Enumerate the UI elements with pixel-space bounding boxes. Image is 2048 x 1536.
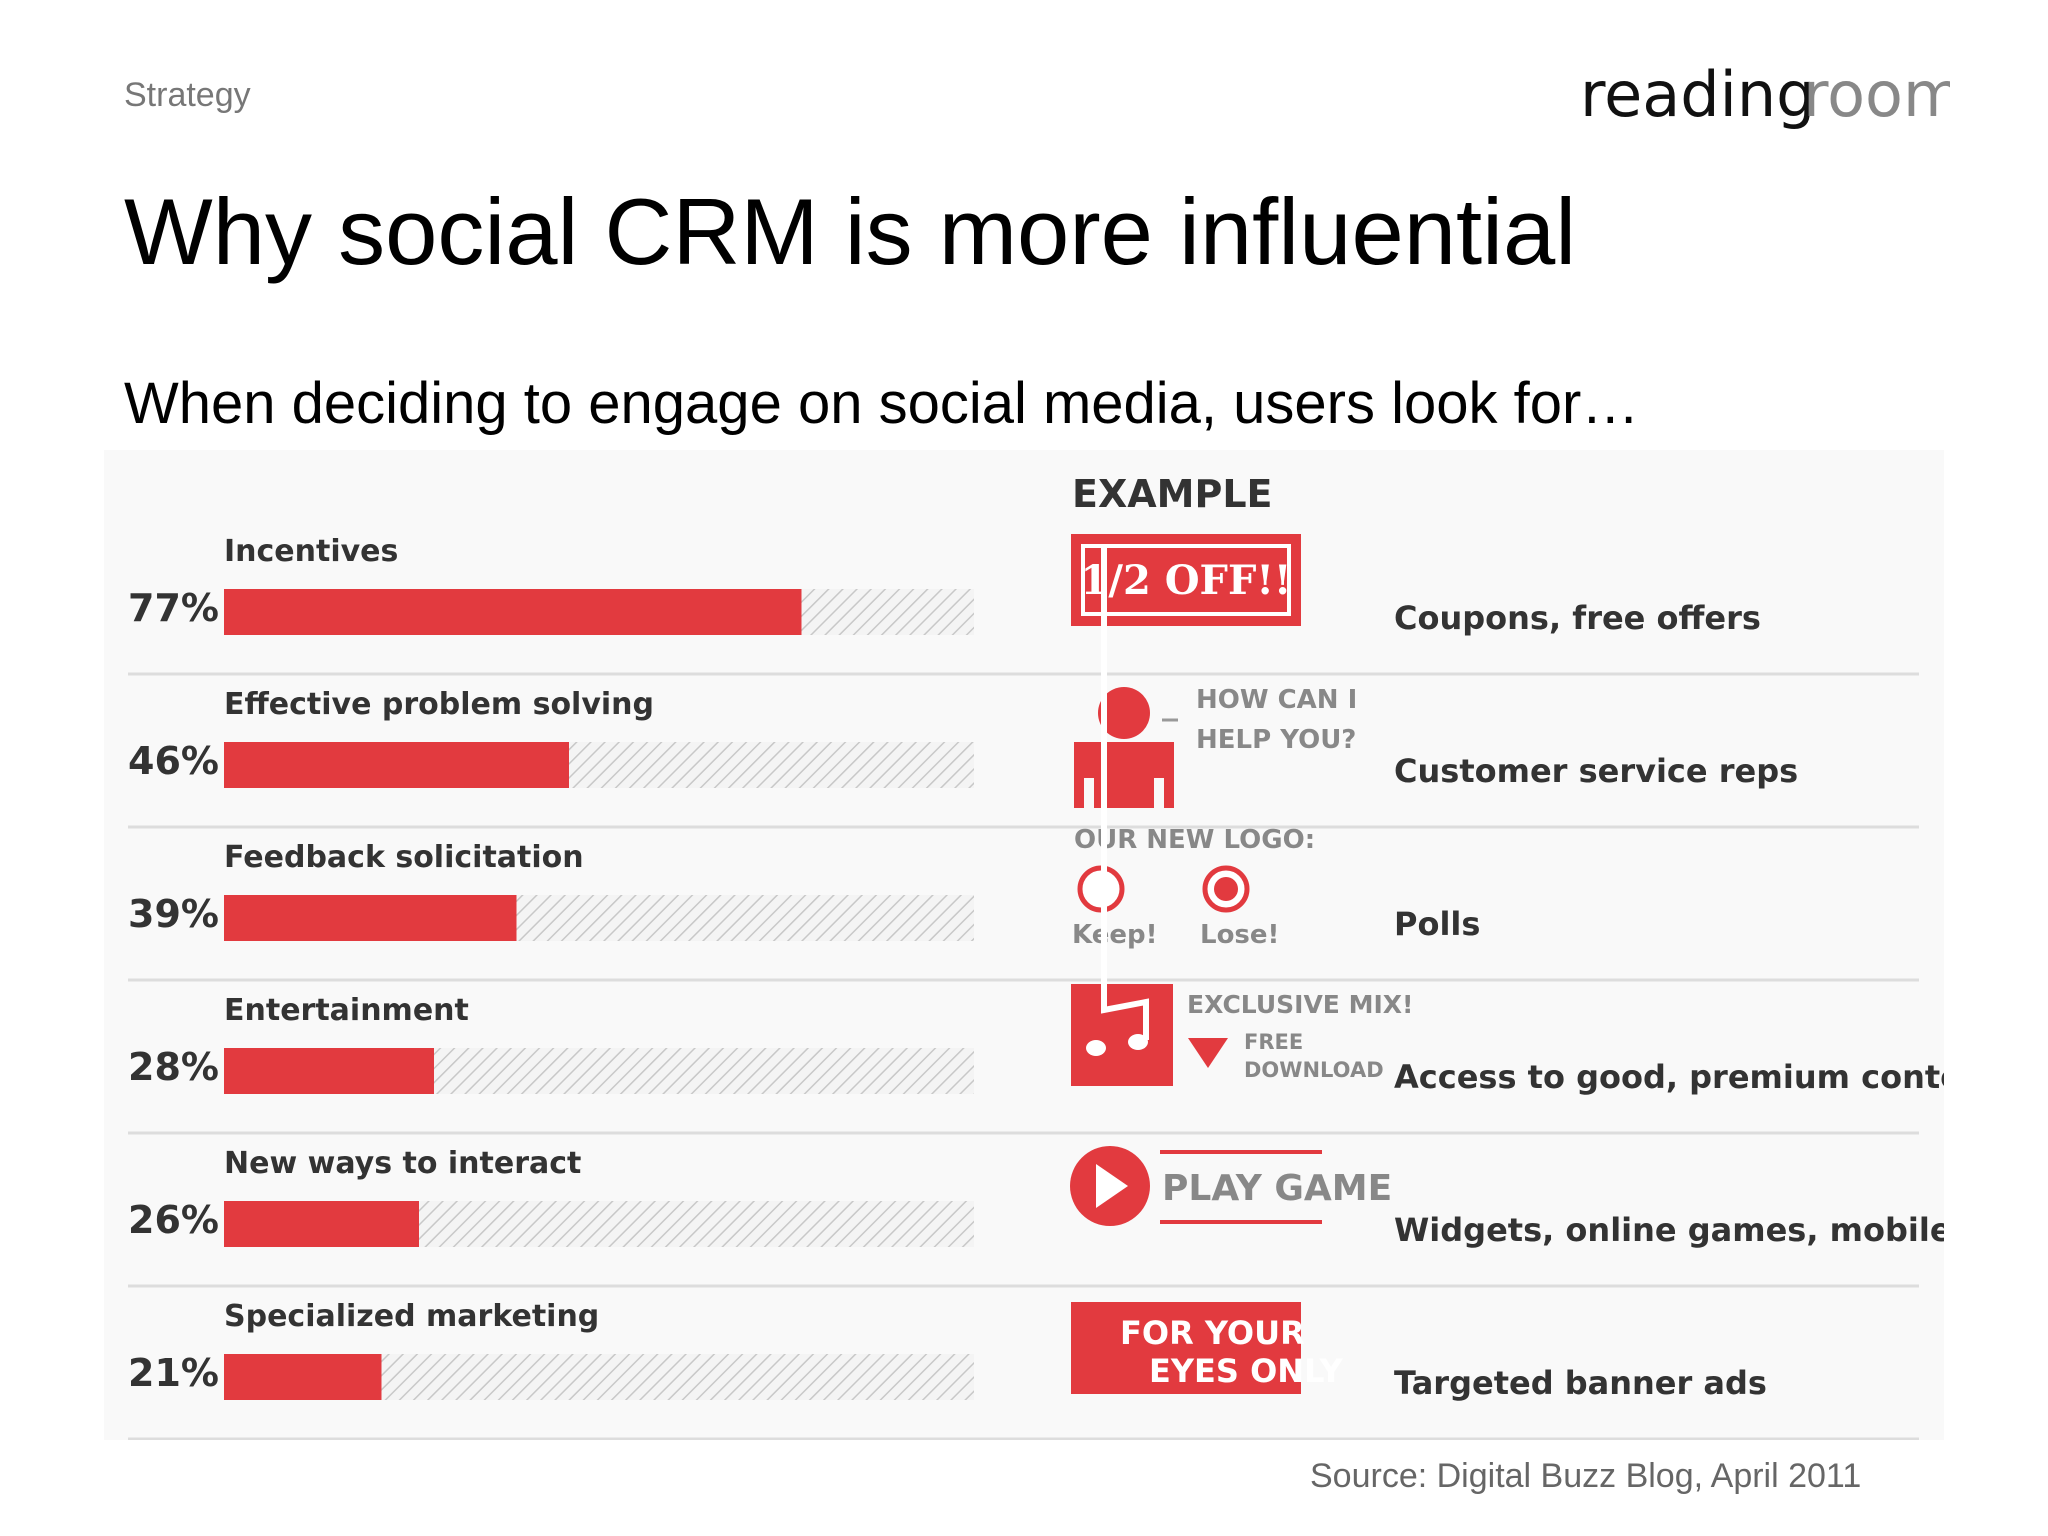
bar xyxy=(224,742,569,788)
logo-text-room: room xyxy=(1803,58,1950,131)
person-arm-gap xyxy=(1154,778,1164,808)
banner-text: EYES ONLY xyxy=(1149,1352,1343,1390)
music-caption: FREE xyxy=(1244,1030,1303,1054)
person-arm-gap xyxy=(1084,778,1094,808)
bar-category-label: New ways to interact xyxy=(224,1146,581,1181)
bar xyxy=(224,895,517,941)
music-caption: DOWNLOAD xyxy=(1244,1058,1384,1082)
poll-option-label: Lose! xyxy=(1200,920,1279,950)
poll-option-label: Keep! xyxy=(1072,920,1157,950)
coupon-tag-icon xyxy=(1071,534,1301,626)
banner-text: FOR YOUR xyxy=(1120,1314,1305,1352)
poll-heading: OUR NEW LOGO: xyxy=(1074,825,1315,855)
music-note-stem xyxy=(1101,548,1149,1040)
music-note-icon xyxy=(1071,984,1173,1086)
bar-category-label: Entertainment xyxy=(224,993,469,1028)
example-description: Customer service reps xyxy=(1394,752,1798,790)
example-description: Widgets, online games, mobile apps xyxy=(1394,1211,1944,1249)
coupon-border xyxy=(1081,544,1291,616)
example-description: Coupons, free offers xyxy=(1394,599,1761,637)
bar-value-label: 77% xyxy=(128,586,219,630)
bar-value-label: 28% xyxy=(128,1045,219,1089)
person-icon xyxy=(1098,687,1150,739)
bar-category-label: Incentives xyxy=(224,534,398,569)
example-description: Polls xyxy=(1394,905,1480,943)
bar xyxy=(224,589,802,635)
bar xyxy=(224,1048,434,1094)
bar-value-label: 39% xyxy=(128,892,219,936)
bar-category-label: Specialized marketing xyxy=(224,1299,599,1334)
logo-text-reading: reading xyxy=(1580,58,1816,131)
play-game-label: PLAY GAME xyxy=(1162,1168,1392,1209)
play-triangle xyxy=(1096,1164,1128,1208)
speech-text: HELP YOU? xyxy=(1196,725,1356,755)
bar-category-label: Effective problem solving xyxy=(224,687,654,722)
bar xyxy=(224,1354,382,1400)
page-subtitle: When deciding to engage on social media,… xyxy=(124,371,1640,436)
poll-radio-dot xyxy=(1214,877,1238,901)
bar-value-label: 21% xyxy=(128,1351,219,1395)
page-title: Why social CRM is more influential xyxy=(124,179,1577,284)
coupon-text: 1/2 OFF!! xyxy=(1081,557,1292,604)
download-arrow-icon xyxy=(1188,1038,1228,1068)
source-note: Source: Digital Buzz Blog, April 2011 xyxy=(1310,1457,1862,1495)
bar-value-label: 46% xyxy=(128,739,219,783)
banner-ad-icon xyxy=(1071,1302,1301,1394)
slide-category: Strategy xyxy=(124,76,251,114)
music-caption: EXCLUSIVE MIX! xyxy=(1187,990,1413,1019)
bar xyxy=(224,1201,419,1247)
music-note-head xyxy=(1086,1040,1106,1056)
readingroom-logo: reading room xyxy=(1580,58,1950,131)
bar-value-label: 26% xyxy=(128,1198,219,1242)
music-note-head xyxy=(1128,1034,1148,1050)
example-description: Targeted banner ads xyxy=(1394,1364,1767,1402)
bar-category-label: Feedback solicitation xyxy=(224,840,584,875)
example-header: EXAMPLE xyxy=(1072,472,1273,516)
speech-text: HOW CAN I xyxy=(1196,685,1357,715)
example-description: Access to good, premium content xyxy=(1394,1058,1944,1096)
